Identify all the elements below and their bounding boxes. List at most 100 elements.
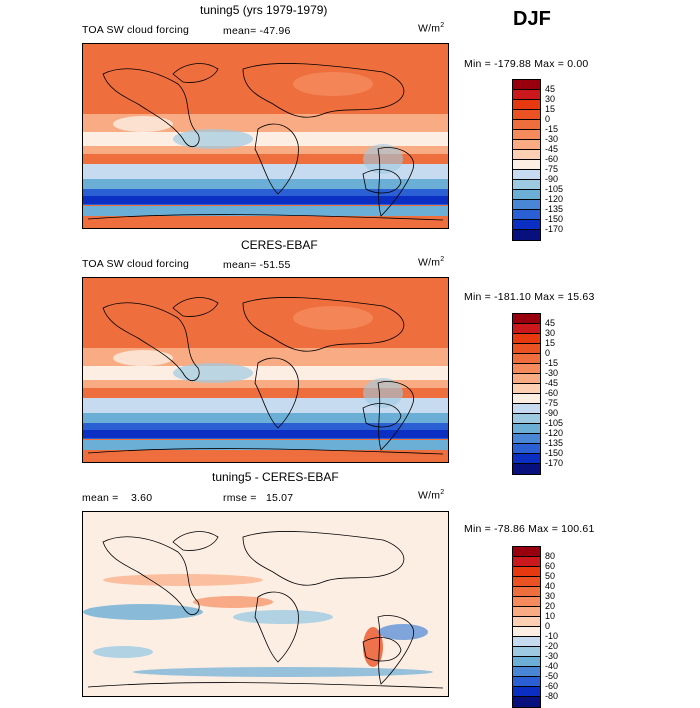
colorbar-swatch: [513, 444, 540, 454]
colorbar-tick-label: 20: [545, 601, 556, 611]
panel-1-units-base: W/m: [418, 22, 441, 35]
colorbar-tick-label: 45: [545, 318, 556, 328]
map-band: [83, 179, 448, 191]
coastline: [362, 169, 402, 194]
panel-3-mean: mean = 3.60: [82, 492, 152, 504]
panel-1-units: W/m2: [418, 22, 444, 35]
colorbar-tick-label: -20: [545, 641, 559, 651]
map-feature: [378, 624, 428, 640]
panel-2-colorbar: [512, 313, 541, 475]
colorbar-swatch: [513, 180, 540, 190]
map-feature: [113, 350, 173, 366]
panel-2-units-base: W/m: [418, 256, 441, 269]
panel-3-map: [82, 511, 449, 697]
panel-2-mean: mean= -51.55: [223, 259, 291, 271]
panel-3-mean-value: 3.60: [131, 492, 153, 504]
map-feature: [173, 129, 253, 149]
colorbar-swatch: [513, 424, 540, 434]
colorbar-swatch: [513, 324, 540, 334]
colorbar-tick-label: 15: [545, 338, 556, 348]
colorbar-tick-label: -15: [545, 358, 559, 368]
colorbar-swatch: [513, 454, 540, 464]
map-feature: [293, 72, 373, 96]
coastline: [254, 591, 299, 663]
coastline: [377, 615, 414, 685]
map-feature: [93, 646, 153, 658]
colorbar-swatch: [513, 150, 540, 160]
panel-3-colorbar: [512, 546, 541, 708]
panel-1-variable-label: TOA SW cloud forcing: [82, 24, 190, 36]
coastline: [102, 302, 200, 382]
map-feature: [103, 574, 263, 586]
colorbar-swatch: [513, 617, 540, 627]
colorbar-swatch: [513, 334, 540, 344]
colorbar-tick-label: -60: [545, 388, 559, 398]
map-band: [83, 440, 448, 450]
colorbar-tick-label: 15: [545, 104, 556, 114]
colorbar-swatch: [513, 80, 540, 90]
colorbar-tick-label: 30: [545, 591, 556, 601]
colorbar-swatch: [513, 667, 540, 677]
panel-2-mean-value: -51.55: [259, 259, 291, 271]
colorbar-swatch: [513, 404, 540, 414]
colorbar-swatch: [513, 230, 540, 240]
colorbar-tick-label: 50: [545, 571, 556, 581]
colorbar-tick-label: 0: [545, 348, 551, 358]
colorbar-tick-label: -60: [545, 154, 559, 164]
colorbar-tick-label: -50: [545, 671, 559, 681]
coastline: [242, 531, 405, 586]
colorbar-tick-label: 0: [545, 114, 551, 124]
colorbar-swatch: [513, 100, 540, 110]
colorbar-swatch: [513, 394, 540, 404]
colorbar-tick-label: 40: [545, 581, 556, 591]
map-band: [83, 450, 448, 462]
map-feature: [363, 378, 403, 408]
colorbar-swatch: [513, 170, 540, 180]
colorbar-tick-label: -15: [545, 124, 559, 134]
map-feature: [363, 144, 403, 174]
colorbar-tick-label: -135: [545, 204, 564, 214]
panel-2-mean-label: mean=: [223, 259, 260, 271]
colorbar-tick-label: -75: [545, 398, 559, 408]
map-band: [83, 206, 448, 216]
colorbar-tick-label: -75: [545, 164, 559, 174]
panel-2-variable-label: TOA SW cloud forcing: [82, 258, 190, 270]
map-feature: [293, 306, 373, 330]
colorbar-swatch: [513, 354, 540, 364]
colorbar-swatch: [513, 657, 540, 667]
colorbar-swatch: [513, 547, 540, 557]
map-band: [83, 196, 448, 204]
colorbar-swatch: [513, 577, 540, 587]
panel-1-units-exponent: 2: [440, 22, 445, 29]
colorbar-swatch: [513, 414, 540, 424]
colorbar-tick-label: -105: [545, 184, 564, 194]
colorbar-swatch: [513, 160, 540, 170]
colorbar-tick-label: 80: [545, 551, 556, 561]
map-band: [83, 216, 448, 228]
panel-3-title: tuning5 - CERES-EBAF: [212, 470, 339, 484]
colorbar-swatch: [513, 140, 540, 150]
colorbar-swatch: [513, 344, 540, 354]
panel-1-map: [82, 43, 449, 229]
colorbar-tick-label: -120: [545, 194, 564, 204]
panel-1-minmax: Min = -179.88 Max = 0.00: [464, 58, 589, 70]
map-band: [83, 132, 448, 146]
colorbar-swatch: [513, 687, 540, 697]
coastline: [102, 68, 200, 148]
colorbar-swatch: [513, 597, 540, 607]
colorbar-swatch: [513, 587, 540, 597]
colorbar-swatch: [513, 210, 540, 220]
colorbar-tick-label: -90: [545, 174, 559, 184]
map-feature: [363, 627, 383, 667]
colorbar-swatch: [513, 110, 540, 120]
panel-3-rmse-label: rmse =: [223, 492, 257, 504]
coastline: [87, 682, 444, 689]
colorbar-swatch: [513, 200, 540, 210]
colorbar-swatch: [513, 637, 540, 647]
coastline: [102, 536, 200, 616]
coastline: [377, 147, 414, 217]
panel-3-units-exponent: 2: [440, 489, 445, 496]
map-band: [83, 430, 448, 438]
map-band: [83, 413, 448, 425]
colorbar-swatch: [513, 384, 540, 394]
